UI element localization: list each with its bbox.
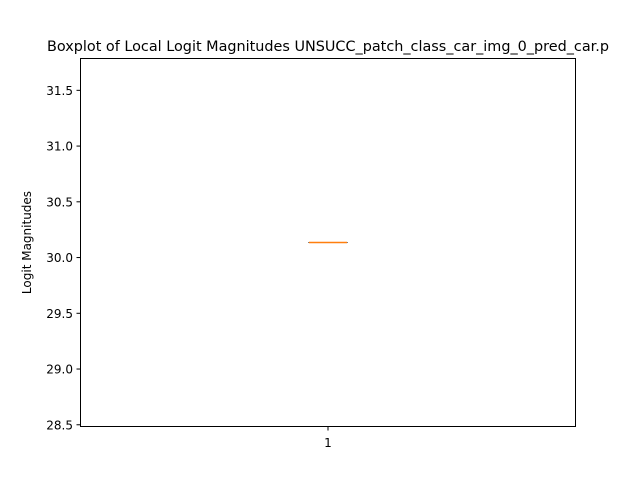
x-tick-label: 1 bbox=[324, 436, 332, 450]
y-tick-label: 28.5 bbox=[46, 418, 73, 432]
chart-title: Boxplot of Local Logit Magnitudes UNSUCC… bbox=[47, 39, 609, 55]
y-tick-label: 29.0 bbox=[46, 363, 73, 377]
axis-ticks: 28.5 29.0 29.5 30.0 30.5 31.0 31.5 1 bbox=[46, 84, 332, 450]
y-tick-label: 31.5 bbox=[46, 84, 73, 98]
y-tick-label: 29.5 bbox=[46, 307, 73, 321]
plot-area-frame bbox=[80, 58, 576, 427]
y-tick-label: 30.0 bbox=[46, 251, 73, 265]
y-tick-label: 31.0 bbox=[46, 140, 73, 154]
y-axis-label: Logit Magnitudes bbox=[20, 191, 34, 294]
y-tick-label: 30.5 bbox=[46, 195, 73, 209]
